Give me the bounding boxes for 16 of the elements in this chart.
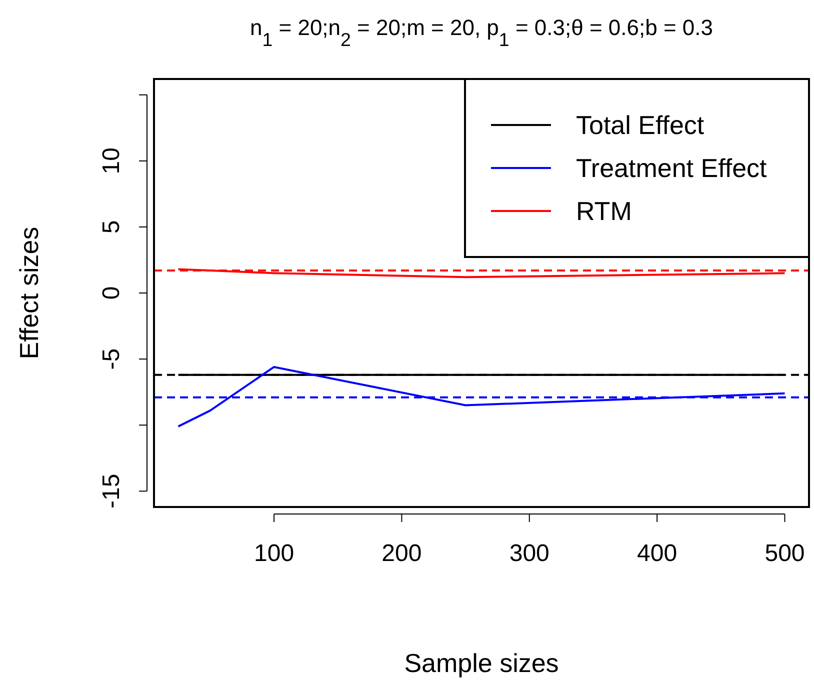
y-tick-label: -5 (98, 348, 125, 370)
chart-title: n$_{1}$ = 20;n$_{2}$ = 20;m = 20, p$_{1}$ = 0.3;θ = 0.6;b = 0.3 (250, 15, 714, 50)
legend-label: Treatment Effect (576, 153, 768, 183)
y-tick-label: 10 (98, 148, 125, 174)
y-tick-label: 0 (98, 286, 125, 300)
y-axis-title: Effect sizes (14, 226, 44, 360)
x-tick-label: 300 (509, 540, 550, 568)
x-tick-label: 500 (764, 540, 805, 568)
legend-label: RTM (576, 196, 632, 226)
x-tick-label: 200 (382, 540, 422, 568)
legend-label: Total Effect (576, 110, 705, 140)
y-tick-label: -15 (98, 474, 125, 508)
y-tick-label: 5 (98, 220, 125, 234)
x-tick-label: 400 (637, 540, 678, 568)
x-axis-title: Sample sizes (404, 648, 559, 678)
x-tick-label: 100 (254, 540, 294, 568)
